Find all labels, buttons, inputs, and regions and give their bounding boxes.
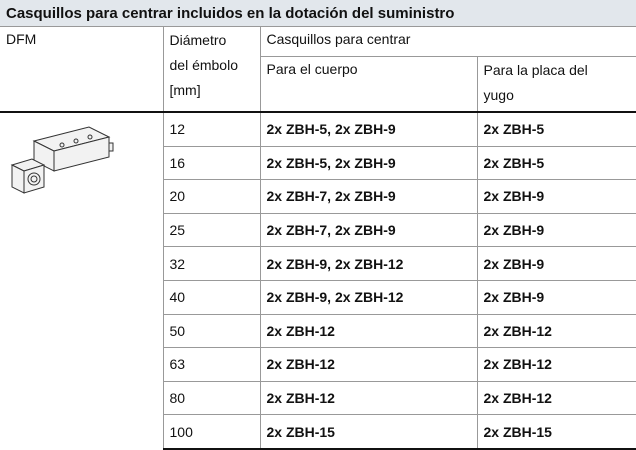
diameter-cell: 16 (162, 146, 260, 181)
diameter-cell: 63 (162, 347, 260, 382)
title: Casquillos para centrar incluidos en la … (0, 0, 636, 27)
body-sleeve-cell: 2x ZBH-5, 2x ZBH-9 (259, 146, 477, 181)
body-sleeve-cell: 2x ZBH-9, 2x ZBH-12 (259, 280, 477, 315)
diameter-cell: 32 (162, 246, 260, 281)
table-row: 40 2x ZBH-9, 2x ZBH-12 2x ZBH-9 (0, 280, 636, 315)
body-sleeve-cell: 2x ZBH-12 (259, 314, 477, 349)
yoke-header: Para la placa del yugo (476, 56, 636, 113)
body-sleeve-cell: 2x ZBH-7, 2x ZBH-9 (259, 213, 477, 248)
body-sleeve-cell: 2x ZBH-15 (259, 414, 477, 450)
yoke-sleeve-cell: 2x ZBH-9 (476, 246, 636, 281)
header-line: [mm] (169, 82, 201, 98)
body-sleeve-cell: 2x ZBH-7, 2x ZBH-9 (259, 179, 477, 214)
diameter-cell: 20 (162, 179, 260, 214)
yoke-sleeve-cell: 2x ZBH-12 (476, 381, 636, 416)
body-header: Para el cuerpo (259, 56, 477, 113)
header-line: Diámetro (169, 32, 227, 48)
model-header: DFM (0, 26, 163, 113)
body-sleeve-cell: 2x ZBH-5, 2x ZBH-9 (259, 112, 477, 147)
diameter-cell: 50 (162, 314, 260, 349)
table-row: 12 2x ZBH-5, 2x ZBH-9 2x ZBH-5 (0, 112, 636, 194)
diameter-cell: 80 (162, 381, 260, 416)
table-row: 50 2x ZBH-12 2x ZBH-12 (0, 314, 636, 349)
table-row: 32 2x ZBH-9, 2x ZBH-12 2x ZBH-9 (0, 246, 636, 281)
table-row: 25 2x ZBH-7, 2x ZBH-9 2x ZBH-9 (0, 213, 636, 248)
yoke-sleeve-cell: 2x ZBH-9 (476, 213, 636, 248)
table-row: 16 2x ZBH-5, 2x ZBH-9 2x ZBH-5 (0, 146, 636, 181)
diameter-cell: 25 (162, 213, 260, 248)
header-row: DFM Diámetro del émbolo [mm] Casquillos … (0, 26, 636, 113)
yoke-sleeve-cell: 2x ZBH-9 (476, 280, 636, 315)
diameter-header: Diámetro del émbolo [mm] (162, 26, 260, 113)
product-image (10, 126, 114, 194)
body-sleeve-cell: 2x ZBH-12 (259, 347, 477, 382)
table-row: 80 2x ZBH-12 2x ZBH-12 (0, 381, 636, 416)
body-sleeve-cell: 2x ZBH-9, 2x ZBH-12 (259, 246, 477, 281)
title-row: Casquillos para centrar incluidos en la … (0, 0, 636, 27)
yoke-sleeve-cell: 2x ZBH-15 (476, 414, 636, 450)
yoke-sleeve-cell: 2x ZBH-9 (476, 179, 636, 214)
header-line: Para la placa del (483, 62, 588, 78)
diameter-cell: 12 (162, 112, 260, 147)
header-line: yugo (483, 87, 514, 103)
diameter-cell: 40 (162, 280, 260, 315)
header-line: del émbolo (169, 57, 239, 73)
product-image-cell (0, 112, 163, 449)
body-sleeve-cell: 2x ZBH-12 (259, 381, 477, 416)
yoke-sleeve-cell: 2x ZBH-5 (476, 112, 636, 147)
yoke-sleeve-cell: 2x ZBH-5 (476, 146, 636, 181)
yoke-sleeve-cell: 2x ZBH-12 (476, 347, 636, 382)
table-row: 20 2x ZBH-7, 2x ZBH-9 2x ZBH-9 (0, 179, 636, 214)
group-header: Casquillos para centrar (259, 26, 636, 57)
diameter-cell: 100 (162, 414, 260, 450)
yoke-sleeve-cell: 2x ZBH-12 (476, 314, 636, 349)
table-row: 63 2x ZBH-12 2x ZBH-12 (0, 347, 636, 382)
